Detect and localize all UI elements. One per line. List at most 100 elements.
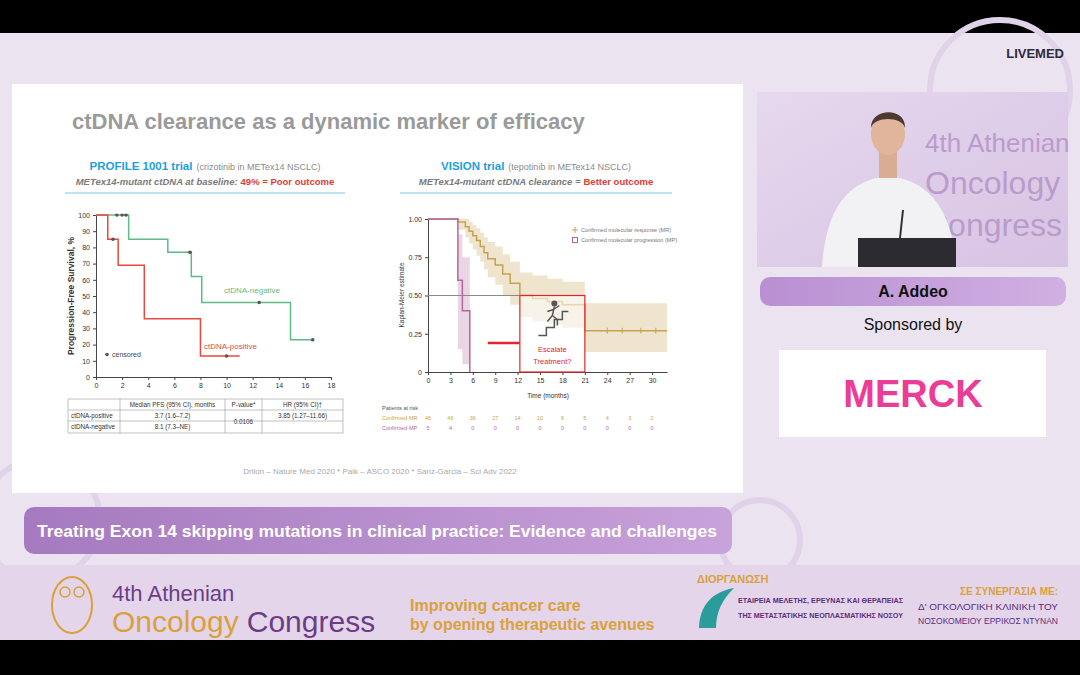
censor-dot [311, 338, 315, 342]
legend-marker [105, 353, 109, 357]
risk-count: 46 [447, 415, 453, 421]
km-curve [96, 215, 240, 356]
risk-count: 4 [449, 425, 452, 431]
organizer: ΕΤΑΙΡΕΙΑ ΜΕΛΕΤΗΣ, ΕΡΕΥΝΑΣ ΚΑΙ ΘΕΡΑΠΕΙΑΣ [738, 596, 903, 605]
slide-title: ctDNA clearance as a dynamic marker of e… [72, 109, 586, 134]
tick-label: 0.25 [408, 330, 422, 337]
event-name: OncologyCongress [112, 605, 375, 638]
tick: 90 [82, 228, 96, 235]
risk-count: 14 [515, 415, 521, 421]
annotation-box [520, 296, 585, 373]
legend-label: censored [112, 351, 141, 358]
tick: 24 [604, 372, 612, 384]
tick-mark [630, 372, 631, 375]
risk-count: 0 [561, 425, 564, 431]
tick: 0 [418, 369, 428, 376]
talk-title: Treating Exon 14 skipping mutations in c… [37, 523, 717, 540]
partner-heading: ΣΕ ΣΥΝΕΡΓΑΣΙΑ ΜΕ: [960, 586, 1058, 597]
table-rule [225, 399, 226, 433]
tick: 3 [449, 372, 453, 384]
canvas: LIVEMEDctDNA clearance as a dynamic mark… [0, 0, 1080, 675]
risk-table-title: Patients at risk [382, 405, 418, 411]
risk-row-label: Confirmed MP [382, 425, 417, 431]
tick: 0.50 [408, 292, 428, 299]
tick: 27 [626, 372, 634, 384]
slogan: by opening therapeutic avenues [410, 616, 655, 633]
censor-dot [188, 250, 192, 254]
tick-label: 6 [471, 377, 475, 384]
tick: 0.75 [408, 254, 428, 261]
tick-mark [305, 377, 306, 380]
highlight-segment [488, 342, 520, 345]
censor-tick [622, 328, 623, 334]
censor-tick [655, 328, 656, 334]
risk-count: 6 [561, 415, 564, 421]
tick-mark [227, 377, 228, 380]
tick-label: 1.00 [408, 216, 422, 223]
tick-label: 18 [559, 377, 567, 384]
organizer-heading: ΔΙΟΡΓΑΝΩΣΗ [697, 573, 769, 585]
risk-count: 5 [426, 425, 429, 431]
tick: 10 [223, 377, 231, 389]
tick: 0 [427, 372, 431, 384]
table-rule [120, 399, 121, 433]
table-cell: 8.1 (7.3–NE) [155, 423, 191, 431]
risk-count: 46 [425, 415, 431, 421]
slide [12, 84, 743, 493]
tick: 6 [173, 377, 177, 389]
subtitle: METex14-mutant ctDNA at baseline: [76, 176, 238, 187]
y-axis: 0 0.25 0.50 0.75 1.00 [408, 216, 428, 376]
tick-mark [93, 328, 96, 329]
tick-label: 2 [121, 382, 125, 389]
event-word: Congress [247, 605, 375, 638]
tick-mark [425, 334, 428, 335]
censor-dot [225, 354, 229, 358]
legend-marker [573, 238, 578, 243]
tick: 21 [581, 372, 589, 384]
tick-mark [425, 372, 428, 373]
table-rule [68, 410, 343, 411]
header-rule [400, 193, 672, 194]
table-header: Median PFS (95% CI), months [130, 401, 215, 409]
chart-title-note: (tepotinib in METex14 NSCLC) [508, 162, 631, 172]
tick-mark [93, 312, 96, 313]
speaker [822, 112, 956, 267]
background [0, 0, 1080, 675]
x-axis: 024681012141618 [95, 377, 336, 389]
censor-tick [607, 328, 608, 334]
chart-title: PROFILE 1001 trial [90, 160, 193, 172]
chart-title: VISION trial [441, 160, 504, 172]
tick: 6 [471, 372, 475, 384]
tick: 2 [121, 377, 125, 389]
tick: 0 [95, 377, 99, 389]
tick-label: 9 [494, 377, 498, 384]
owl-eye [74, 587, 84, 597]
tick-mark [93, 280, 96, 281]
table-cell: 3.85 (1.27–11.66) [278, 412, 327, 420]
axis-line [96, 216, 97, 378]
risk-count: 0 [583, 425, 586, 431]
tick-label: 8 [199, 382, 203, 389]
tick-mark [253, 377, 254, 380]
banner [0, 565, 1080, 640]
tick: 14 [275, 377, 283, 389]
speaker-body [822, 176, 956, 267]
tick-mark [93, 264, 96, 265]
table-cell: 3.7 (1.6–7.2) [155, 412, 191, 420]
tick-mark [425, 296, 428, 297]
x-axis: 036912151821242730 [427, 372, 668, 384]
tick-mark [174, 377, 175, 380]
tick-label: 0 [86, 374, 90, 381]
citation: Drilon – Nature Med 2020 * Paik – ASCO 2… [243, 467, 517, 476]
tick-mark [122, 377, 123, 380]
tick-mark [652, 372, 653, 375]
icon-body [547, 306, 559, 326]
tick: 50 [82, 293, 96, 300]
slogan: Improving cancer care [410, 597, 581, 614]
risk-count: 0 [539, 425, 542, 431]
tick-label: 12 [514, 377, 522, 384]
icon-stairs [538, 312, 568, 336]
legend-label: Confirmed molecular response (MR) [581, 227, 671, 233]
tick: 60 [82, 277, 96, 284]
owl-eye [60, 587, 70, 597]
